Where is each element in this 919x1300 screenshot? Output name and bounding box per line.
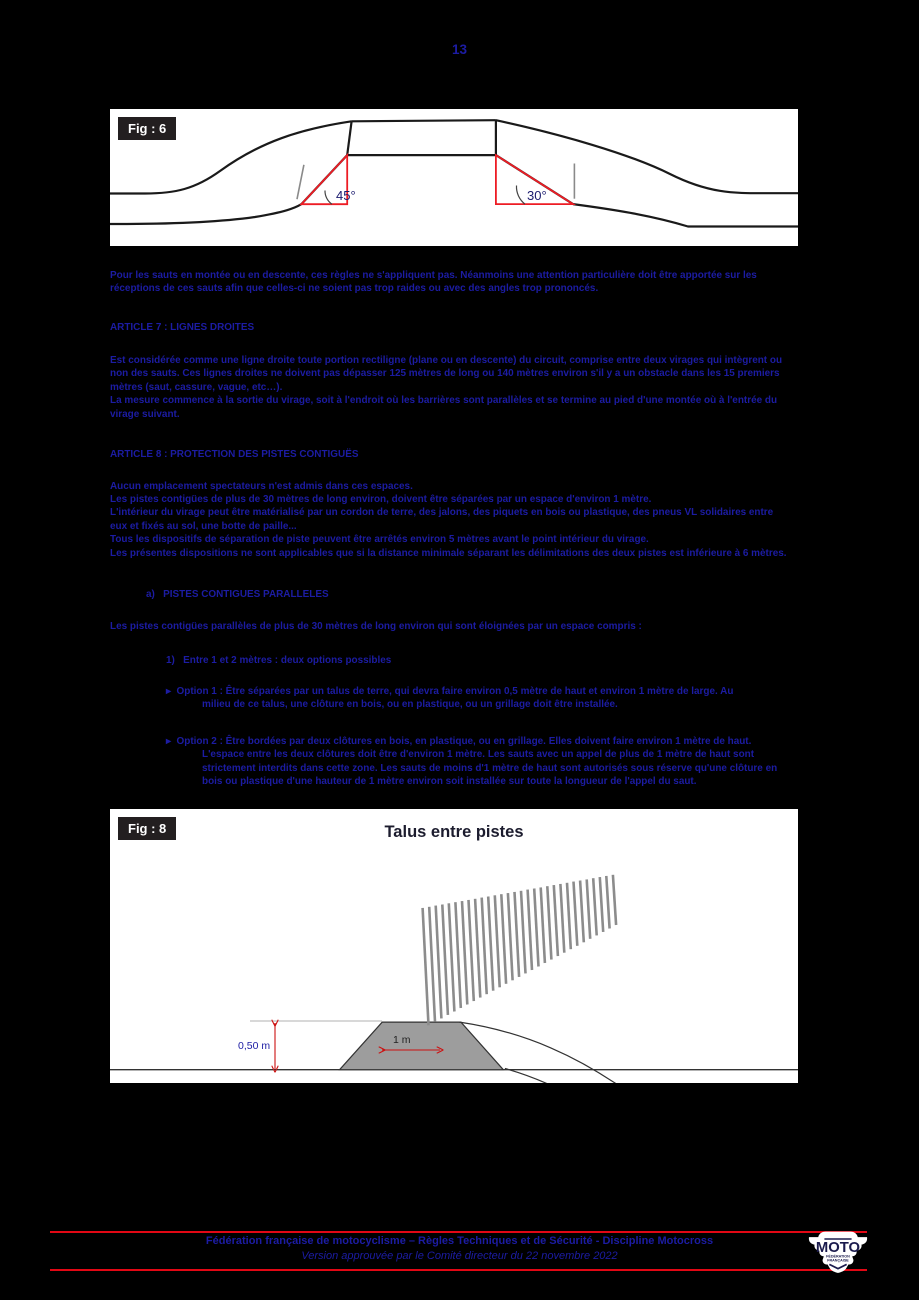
svg-text:45°: 45° xyxy=(336,188,356,203)
svg-text:FRANÇAISE: FRANÇAISE xyxy=(827,1258,849,1262)
svg-text:30°: 30° xyxy=(527,188,547,203)
svg-text:0,50 m: 0,50 m xyxy=(238,1040,270,1052)
svg-text:1 m: 1 m xyxy=(393,1034,411,1046)
svg-text:MOTO: MOTO xyxy=(816,1240,860,1256)
